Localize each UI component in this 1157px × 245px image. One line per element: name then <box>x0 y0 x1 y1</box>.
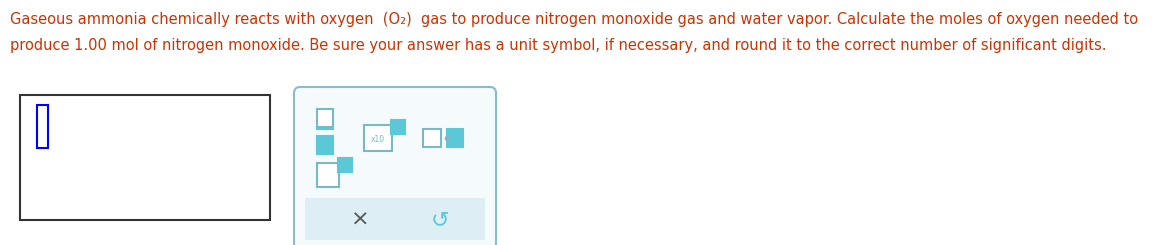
FancyBboxPatch shape <box>423 129 441 147</box>
FancyBboxPatch shape <box>37 105 47 148</box>
FancyBboxPatch shape <box>294 87 496 245</box>
Text: produce 1.00 mol of nitrogen monoxide. Be sure your answer has a unit symbol, if: produce 1.00 mol of nitrogen monoxide. B… <box>10 38 1106 53</box>
FancyBboxPatch shape <box>317 109 333 127</box>
FancyBboxPatch shape <box>364 125 392 151</box>
FancyBboxPatch shape <box>317 163 339 187</box>
Text: ↺: ↺ <box>430 210 449 230</box>
FancyBboxPatch shape <box>391 120 405 134</box>
FancyBboxPatch shape <box>317 136 333 154</box>
Text: x10: x10 <box>371 135 385 145</box>
FancyBboxPatch shape <box>20 95 270 220</box>
Text: Gaseous ammonia chemically reacts with oxygen  (O₂)  gas to produce nitrogen mon: Gaseous ammonia chemically reacts with o… <box>10 12 1138 27</box>
Text: ×: × <box>351 210 369 230</box>
FancyBboxPatch shape <box>338 158 352 172</box>
FancyBboxPatch shape <box>447 129 463 147</box>
FancyBboxPatch shape <box>305 198 485 240</box>
